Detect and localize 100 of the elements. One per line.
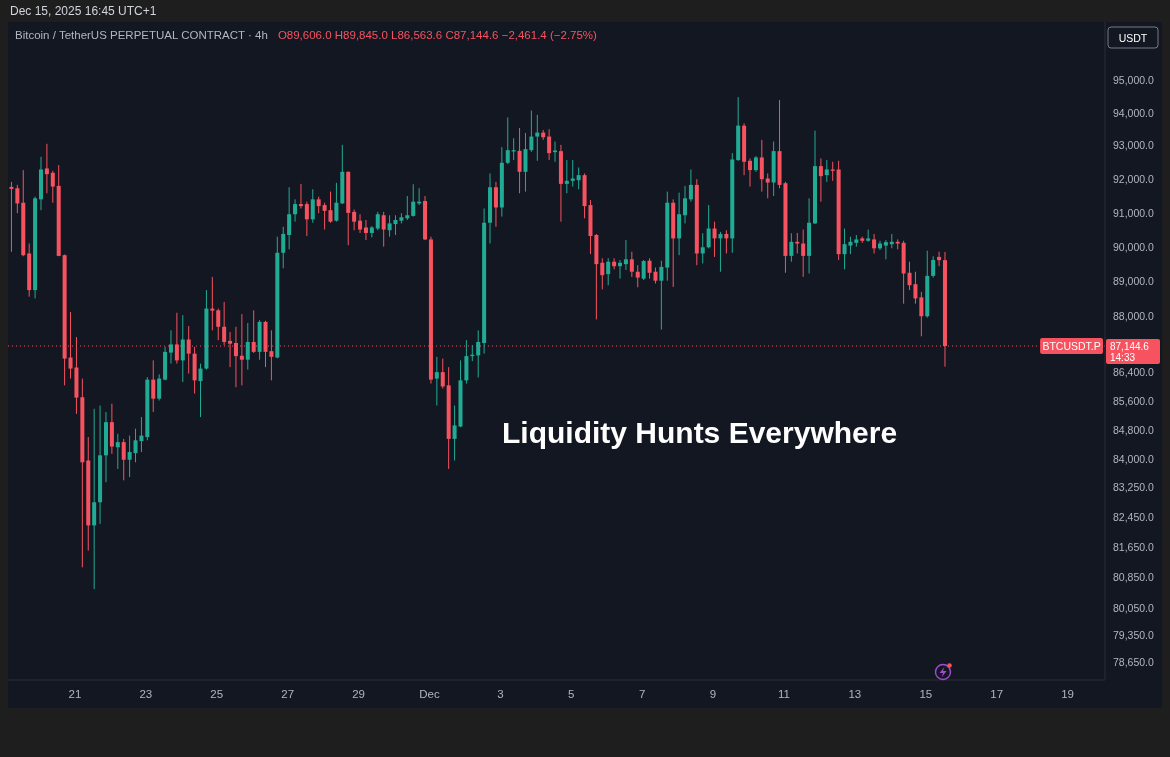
candlestick <box>872 233 877 254</box>
candlestick <box>411 183 416 218</box>
x-tick-label: 13 <box>848 688 862 700</box>
candlestick <box>50 170 55 204</box>
candlestick <box>688 168 693 203</box>
candlestick <box>600 257 605 290</box>
candlestick <box>381 211 386 248</box>
x-tick-label: 25 <box>210 688 224 700</box>
candlestick <box>15 184 20 214</box>
candlestick <box>795 232 800 254</box>
candlestick <box>157 373 162 401</box>
candlestick <box>564 159 569 194</box>
y-tick-label: 81,650.0 <box>1113 540 1155 553</box>
candlestick <box>440 358 445 390</box>
y-tick-label: 90,000.0 <box>1113 240 1155 253</box>
candlestick <box>493 181 498 228</box>
candlestick <box>883 239 888 260</box>
x-tick-label: 17 <box>990 688 1004 700</box>
y-tick-label: 83,250.0 <box>1113 481 1155 494</box>
candlestick <box>517 127 522 194</box>
candlestick <box>92 408 97 590</box>
candlestick <box>759 139 764 193</box>
candlestick <box>830 161 835 182</box>
candlestick <box>358 213 363 234</box>
x-tick-label: 29 <box>352 688 365 700</box>
y-tick-label: 86,400.0 <box>1113 366 1155 379</box>
candlestick <box>476 329 481 378</box>
x-tick-label: 11 <box>778 688 790 700</box>
candlestick <box>623 239 628 271</box>
candlestick <box>931 255 936 279</box>
y-tick-label: 95,000.0 <box>1113 73 1155 86</box>
candlestick <box>576 166 581 190</box>
candlestick <box>570 159 575 188</box>
candlestick <box>659 260 664 331</box>
x-tick-label: 15 <box>919 688 933 700</box>
candlestick <box>553 141 558 163</box>
candlestick <box>700 232 705 264</box>
candlestick <box>127 435 132 478</box>
candlestick <box>352 208 357 231</box>
candlestick <box>198 363 203 418</box>
candlestick <box>287 186 292 250</box>
candlestick <box>765 172 770 199</box>
y-tick-label: 82,450.0 <box>1113 510 1155 523</box>
candlestick <box>529 110 534 153</box>
candlestick <box>706 204 711 249</box>
candlestick <box>629 251 634 278</box>
y-axis-title: USDT <box>1118 31 1148 44</box>
text: 14:33 <box>1110 351 1136 363</box>
candlestick <box>245 322 250 371</box>
candlestick <box>505 116 510 165</box>
x-tick-label: 3 <box>497 688 504 700</box>
y-tick-label: 79,350.0 <box>1113 628 1155 641</box>
y-tick-label: 78,650.0 <box>1113 656 1155 669</box>
annotation: Liquidity Hunts Everywhere <box>502 416 898 449</box>
candlestick <box>369 225 374 238</box>
candlestick <box>712 221 717 258</box>
candlestick <box>293 198 298 223</box>
x-tick-label: 19 <box>1061 688 1074 700</box>
y-tick-label: 94,000.0 <box>1113 106 1155 119</box>
candlestick <box>547 128 552 161</box>
candlestick <box>210 276 215 331</box>
candlestick <box>168 329 173 365</box>
y-tick-label: 88,000.0 <box>1113 309 1155 322</box>
candlestick <box>310 188 315 224</box>
candlestick <box>801 229 806 278</box>
y-tick-label: 80,850.0 <box>1113 571 1155 584</box>
x-tick-label: 23 <box>139 688 153 700</box>
candlestick <box>304 201 309 237</box>
text: 87,144.6 <box>1110 340 1150 352</box>
y-tick-label: 92,000.0 <box>1113 172 1155 185</box>
candlestick <box>151 359 156 413</box>
y-tick-label: 84,000.0 <box>1113 453 1155 466</box>
y-tick-label: 89,000.0 <box>1113 275 1155 288</box>
candlestick <box>635 264 640 288</box>
candlestick <box>44 143 49 194</box>
text: O89,606.0 H89,845.0 L86,563.6 C87,144.6 −2,461.4 (−2.75%) <box>277 29 598 41</box>
candlestick <box>937 251 942 267</box>
text: Bitcoin / TetherUS PERPETUAL CONTRACT · 4h <box>15 29 268 41</box>
y-tick-label: 84,800.0 <box>1113 424 1155 437</box>
x-tick-label: 21 <box>68 688 82 700</box>
candlestick <box>683 185 688 224</box>
candlestick <box>523 132 528 193</box>
x-tick-label: Dec <box>419 688 440 700</box>
candlestick <box>121 438 126 481</box>
ref-line-label: BTCUSDT.P <box>1042 340 1101 353</box>
y-tick-label: 91,000.0 <box>1113 206 1155 219</box>
candlestick <box>641 259 646 281</box>
candlestick <box>298 183 303 209</box>
candlestick <box>824 159 829 183</box>
candlestick <box>281 226 286 269</box>
candlestick <box>216 308 221 341</box>
candlestick <box>375 211 380 231</box>
candlestick <box>363 219 368 241</box>
candlestick <box>535 114 540 162</box>
candlestick <box>405 195 410 221</box>
x-tick-label: 27 <box>281 688 295 700</box>
candlestick <box>789 232 794 263</box>
x-tick-label: 9 <box>709 688 717 700</box>
candlestick <box>9 181 14 253</box>
candlestick <box>747 157 753 188</box>
